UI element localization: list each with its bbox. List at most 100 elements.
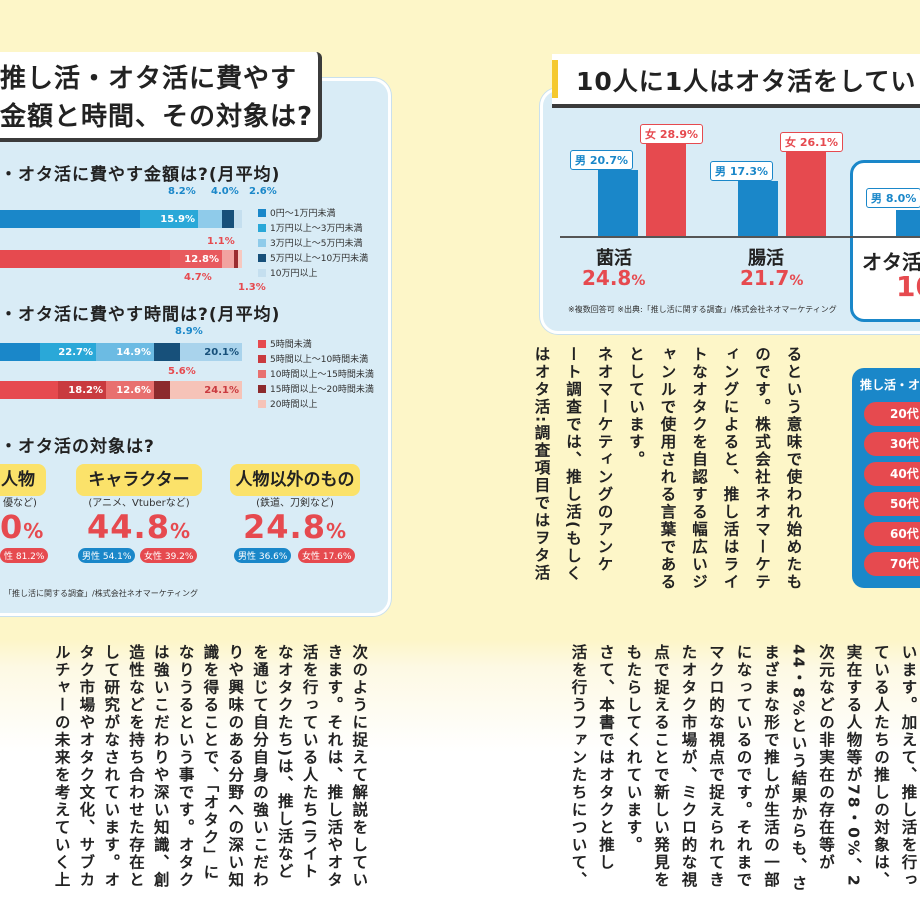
bar-2-male: [738, 180, 778, 236]
age-row: 70代: [864, 552, 920, 576]
text-column: は強いこだわりや深い知識、創: [151, 644, 170, 889]
time-female-seg1: [0, 381, 58, 399]
card2-male-pill: 男性 54.1%: [78, 548, 136, 563]
money-male-seg3: [198, 210, 222, 228]
bar-2-female: [786, 152, 826, 236]
text-column: 44・8%という結果からも、さ: [789, 644, 808, 893]
right-title: 10人に1人はオタ活をしてい: [576, 67, 917, 96]
money-male-bar: 15.9%: [0, 210, 242, 228]
time-male-seg3: 14.9%: [96, 343, 154, 361]
card2-sub: (アニメ、Vtuberなど): [88, 498, 190, 509]
cat1-total-unit: %: [631, 273, 646, 289]
money-male-seg2: 15.9%: [140, 210, 198, 228]
legend-swatch: [258, 385, 266, 393]
text-column: 造性などを持ち合わせた存在と: [127, 644, 145, 889]
money-bottom-label-3: 4.7%: [184, 272, 212, 283]
card1-title: 人物: [0, 464, 46, 496]
cat2-total-unit: %: [789, 273, 804, 289]
card2-value-num: 44.8: [87, 508, 170, 546]
card1-value-num: 0: [0, 508, 24, 546]
text-column: を通じて自分自身の強いこだわ: [251, 644, 269, 889]
money-female-seg2: 12.8%: [170, 250, 222, 268]
age-row: 50代: [864, 492, 920, 516]
money-legend-3: 3万円以上〜5万円未満: [270, 239, 363, 249]
time-male-bar: 22.7% 14.9% 20.1%: [0, 343, 242, 361]
time-top-label-4: 8.9%: [175, 326, 203, 337]
money-male-seg5: [234, 210, 242, 228]
text-column: なオタクたち)は、推し活など: [275, 644, 294, 881]
money-top-label-5: 2.6%: [249, 186, 277, 197]
cat3-label: オタ活: [862, 250, 920, 274]
section-money-heading: ・オタ活に費やす金額は?(月平均): [0, 165, 281, 185]
money-legend-2: 1万円以上〜3万円未満: [270, 224, 363, 234]
time-legend-5: 20時間以上: [270, 400, 318, 410]
card1-sub: 優など): [3, 498, 37, 509]
money-female-seg1: [0, 250, 170, 268]
text-column: ネオマーケティングのアンケ: [595, 346, 614, 574]
cat2-label: 腸活: [748, 248, 784, 269]
time-legend-2: 5時間以上〜10時間未満: [270, 355, 369, 365]
bar-1-female: [646, 143, 686, 236]
legend-swatch: [258, 355, 266, 363]
card1-female-pill: 性 81.2%: [0, 548, 49, 563]
time-female-seg3: 12.6%: [106, 381, 154, 399]
left-source-note: 「推し活に関する調査」/株式会社ネオマーケティング: [4, 589, 199, 598]
text-column: 活を行うファンたちについて、: [569, 644, 588, 889]
time-male-seg4: [154, 343, 180, 361]
money-male-seg4: [222, 210, 234, 228]
text-column: のです。株式会社ネオマーケテ: [753, 346, 771, 591]
time-legend-1: 5時間未満: [270, 340, 312, 350]
text-column: きます。それは、推し活やオタ: [325, 644, 344, 889]
time-male-seg5: 20.1%: [180, 343, 242, 361]
text-column: まざまな形で推しが生活の一部: [762, 644, 780, 889]
time-male-seg1: [0, 343, 40, 361]
card3-value-num: 24.8: [243, 508, 326, 546]
right-title-box: 10人に1人はオタ活をしてい: [552, 54, 920, 108]
text-column: ート調査では、推し活(もしく: [564, 346, 582, 583]
legend-swatch: [258, 400, 266, 408]
otakatsu-highlight-box: [850, 160, 920, 322]
chart-baseline: [560, 236, 920, 238]
cat2-total-num: 21.7: [740, 266, 790, 290]
text-column: 実在する人物等が78・0%、2: [844, 644, 863, 888]
money-legend-4: 5万円以上〜10万円未満: [270, 254, 369, 264]
card2-female-pill: 女性 39.2%: [140, 548, 198, 563]
bar-1-male: [598, 169, 638, 236]
left-title-line1: 推し活・オタ活に費やす: [0, 64, 298, 94]
money-female-seg5: [238, 250, 242, 268]
age-row: 40代: [864, 462, 920, 486]
bar-2-female-label: 女 26.1%: [780, 132, 843, 153]
time-legend-3: 10時間以上〜15時間未満: [270, 370, 374, 380]
legend-swatch: [258, 239, 266, 247]
card3-value: 24.8%: [230, 508, 360, 546]
legend-swatch: [258, 370, 266, 378]
money-legend-1: 0円〜1万円未満: [270, 209, 336, 219]
card2-value-unit: %: [169, 519, 191, 543]
text-column: います。加えて、推し活を行っ: [899, 644, 918, 889]
legend-swatch: [258, 254, 266, 262]
text-column: 識を得ることで、「オタク」に: [201, 644, 220, 882]
text-column: ャンルで使用される言葉である: [658, 346, 677, 591]
card3-value-unit: %: [325, 519, 347, 543]
money-bottom-label-5: 1.3%: [238, 282, 266, 293]
text-column: るという意味で使われ始めたも: [784, 346, 803, 591]
card2-title: キャラクター: [76, 464, 202, 496]
bar-2-male-label: 男 17.3%: [710, 160, 773, 181]
text-column: になっているのです。それまで: [734, 644, 753, 889]
legend-swatch: [258, 224, 266, 232]
text-column: はオタ活:調査項目ではヲタ活: [532, 346, 551, 582]
text-column: 点で捉えることで新しい発見を: [652, 644, 670, 889]
money-female-bar: 12.8%: [0, 250, 242, 268]
bar-3-male-label: 男 8.0%: [866, 188, 920, 208]
money-legend-5: 10万円以上: [270, 269, 318, 279]
text-column: して研究がなされています。オ: [102, 644, 121, 889]
legend-swatch: [258, 340, 266, 348]
cat2-total: 21.7%: [740, 266, 803, 290]
bar-1-female-label: 女 28.9%: [640, 123, 703, 144]
cat1-total-num: 24.8: [582, 266, 632, 290]
cat3-total: 10: [896, 270, 920, 303]
text-column: マクロ的な視点で捉えられてき: [707, 644, 725, 889]
money-female-seg4: [234, 250, 238, 268]
bar-1-male-label: 男 20.7%: [570, 149, 633, 170]
section-target-heading: ・オタ活の対象は?: [0, 437, 155, 457]
